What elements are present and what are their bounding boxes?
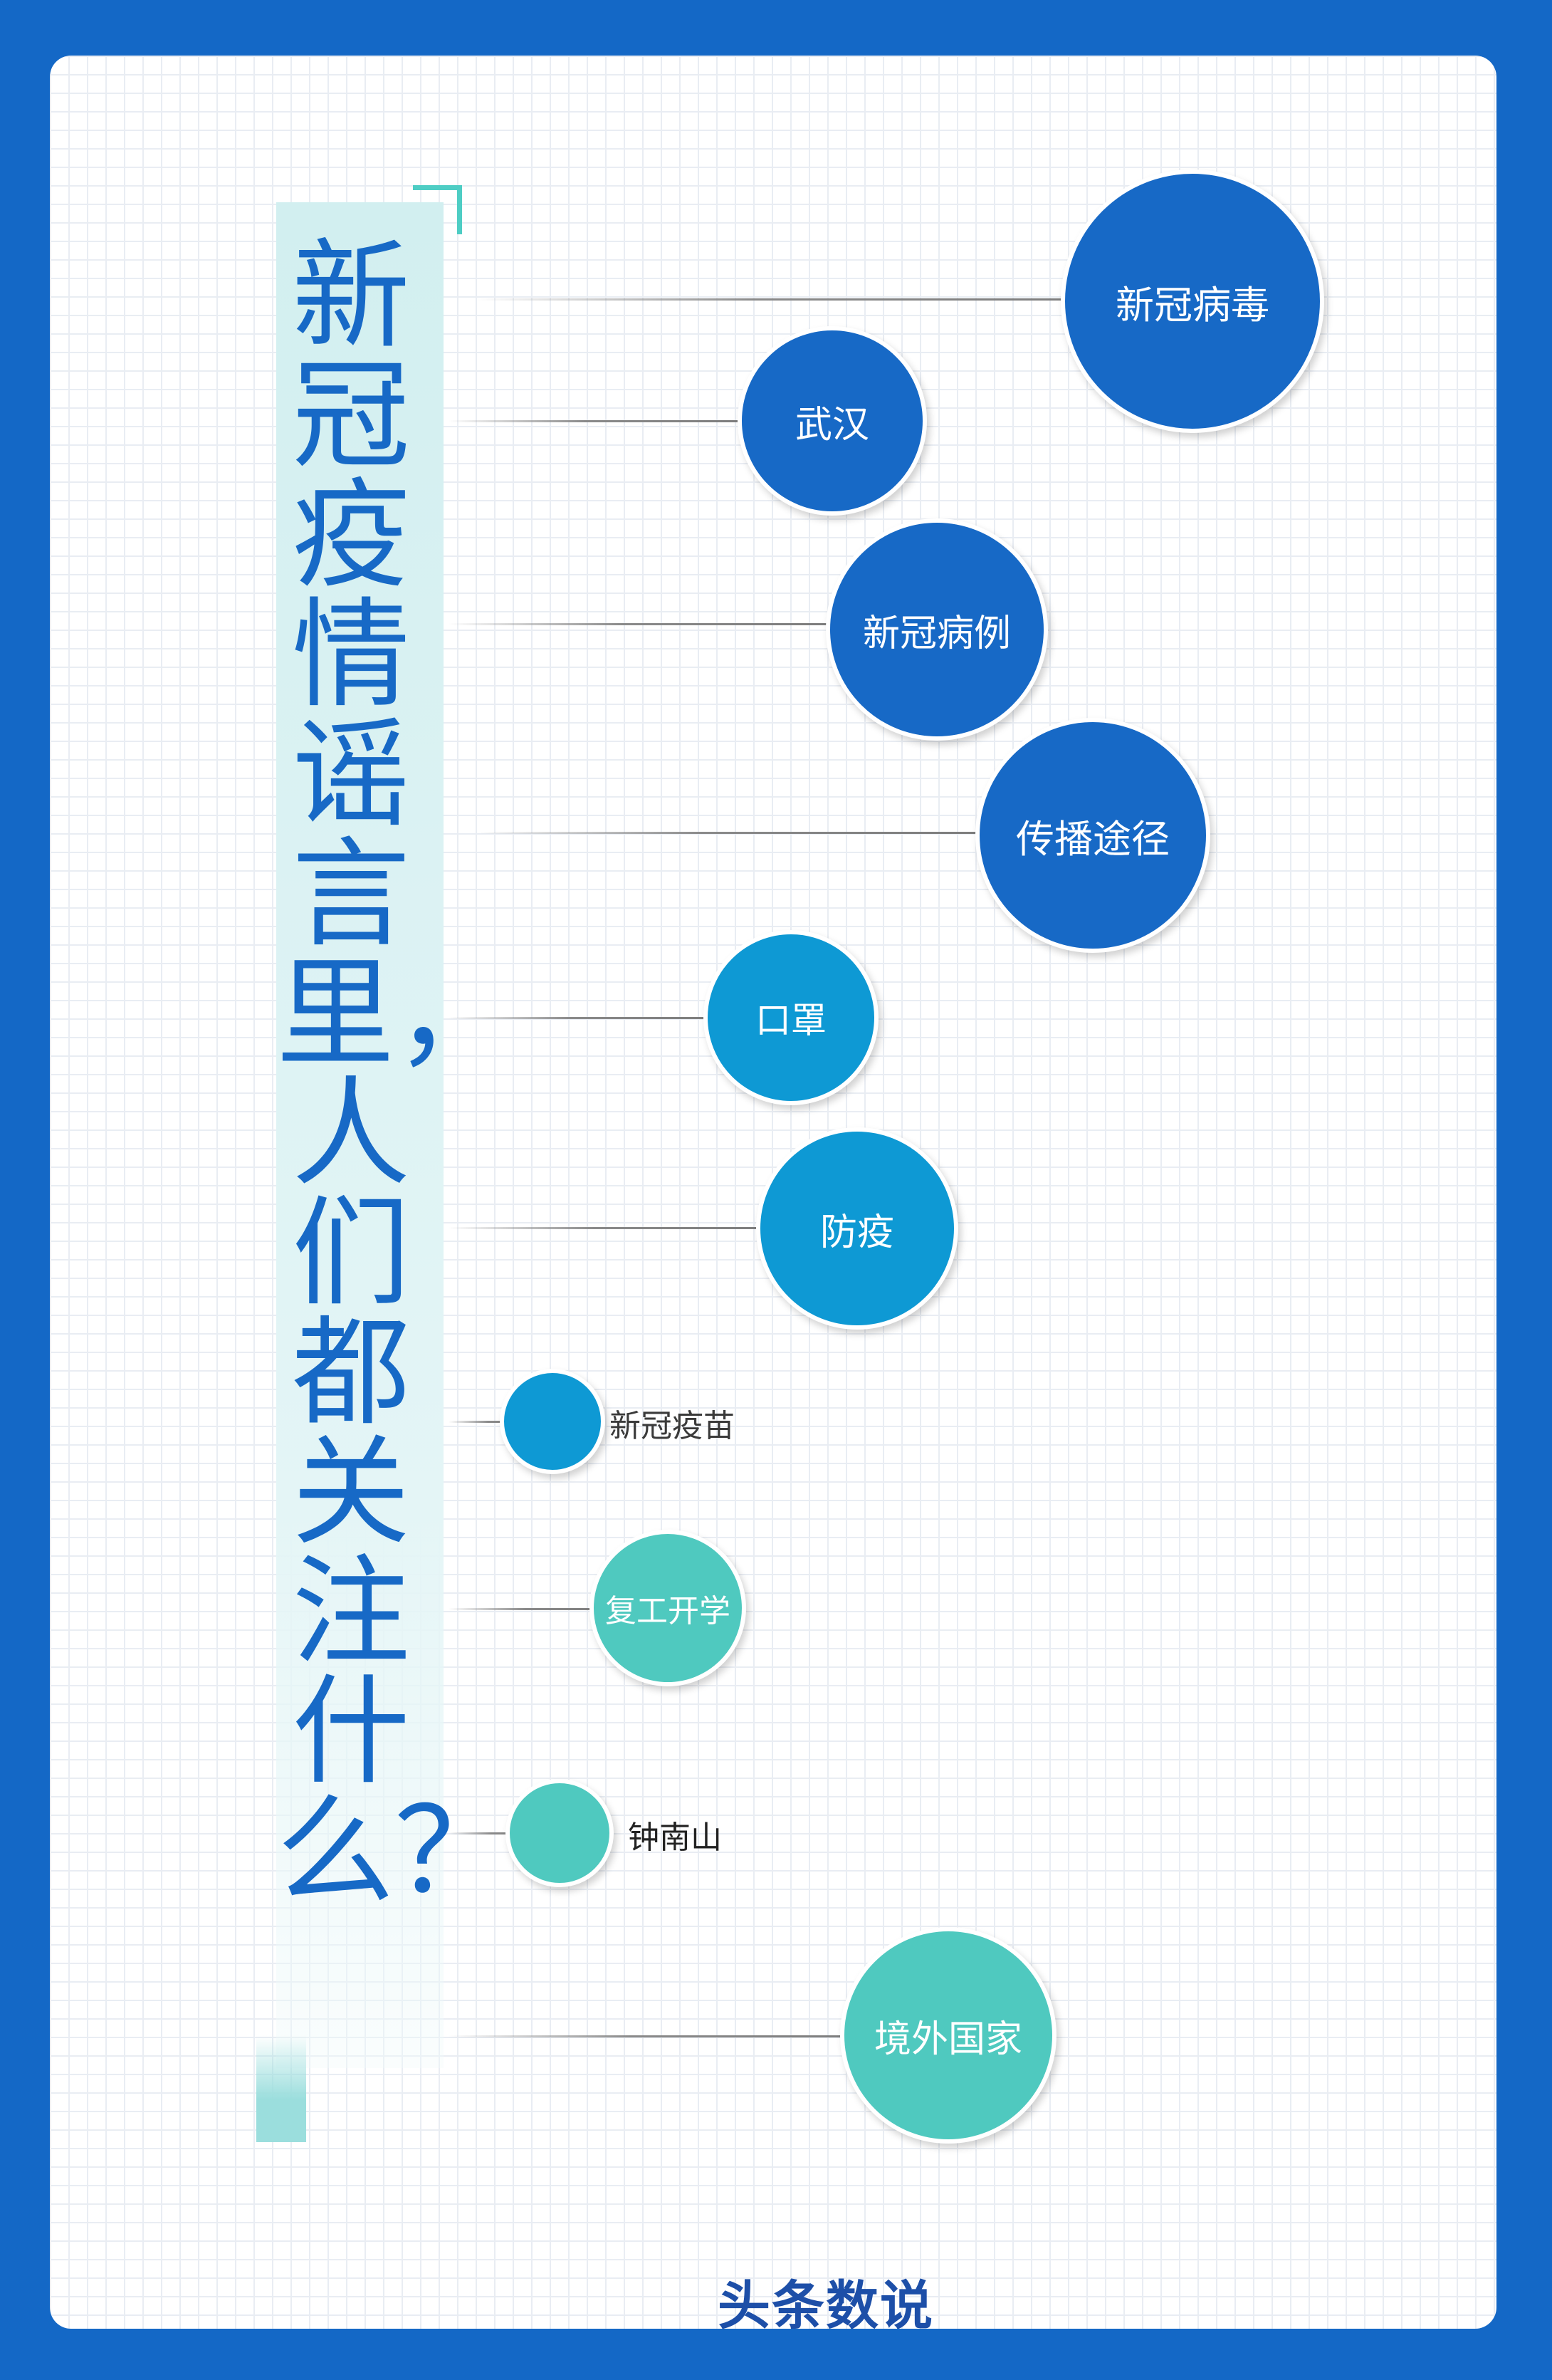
- title-band: [276, 202, 444, 2068]
- topic-label: 口罩: [755, 1000, 827, 1041]
- page-title: 新冠疫情谣言里，人们都关注什么？: [276, 228, 513, 1921]
- topic-label-新冠疫苗: 新冠疫苗: [609, 1408, 735, 1444]
- title-corner-mark: [413, 185, 462, 234]
- topic-label: 新冠病毒: [1116, 282, 1269, 328]
- connector-line: [449, 1421, 548, 1423]
- connector-line: [449, 1832, 555, 1834]
- topic-bubble-复工开学: 复工开学: [589, 1530, 746, 1686]
- topic-label-钟南山: 钟南山: [628, 1820, 722, 1856]
- topic-label: 复工开学: [605, 1593, 730, 1629]
- topic-bubble-钟南山: [505, 1779, 614, 1887]
- connector-line: [449, 623, 883, 625]
- topic-bubble-新冠病例: 新冠病例: [826, 518, 1048, 741]
- topic-label: 新冠病例: [862, 612, 1011, 655]
- topic-label: 传播途径: [1016, 816, 1170, 862]
- connector-line: [449, 2035, 904, 2037]
- topic-label: 武汉: [795, 403, 869, 447]
- brand-logo: 头条数说: [718, 2275, 934, 2329]
- topic-bubble-新冠疫苗: [500, 1369, 605, 1474]
- topic-bubble-口罩: 口罩: [703, 930, 879, 1105]
- topic-label: 防疫: [819, 1211, 894, 1254]
- topic-bubble-新冠病毒: 新冠病毒: [1061, 169, 1324, 433]
- topic-bubble-防疫: 防疫: [756, 1127, 958, 1330]
- title-accent-bar: [256, 2035, 306, 2142]
- connector-line: [449, 1017, 755, 1019]
- connector-line: [449, 1608, 641, 1610]
- topic-bubble-传播途径: 传播途径: [975, 718, 1210, 953]
- topic-bubble-境外国家: 境外国家: [840, 1927, 1056, 2144]
- infographic-card: 新冠疫情谣言里，人们都关注什么？ 新冠病毒 武汉 新冠病例 传播途径 口罩 防疫: [50, 56, 1496, 2329]
- topic-label: 境外国家: [874, 2018, 1022, 2061]
- connector-line: [477, 298, 1168, 301]
- topic-bubble-武汉: 武汉: [738, 326, 927, 516]
- connector-line: [477, 832, 1039, 834]
- connector-line: [449, 1227, 812, 1229]
- connector-line: [449, 420, 790, 422]
